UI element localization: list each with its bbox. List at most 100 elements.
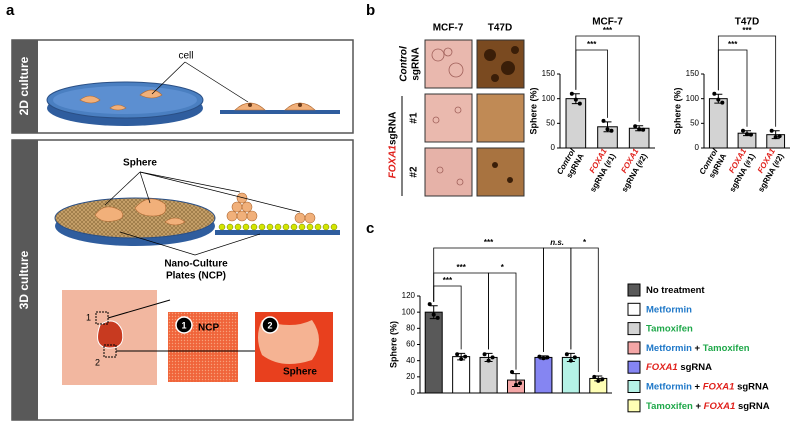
data-point xyxy=(486,358,491,363)
significance-label: * xyxy=(501,263,505,272)
zoom-label: Sphere xyxy=(283,367,317,378)
y-tick-label: 100 xyxy=(402,307,416,316)
legend-swatch xyxy=(627,283,641,297)
legend-label: No treatment xyxy=(646,285,705,296)
legend-text: FOXA1 xyxy=(703,381,735,392)
legend-text: Tamoxifen xyxy=(646,323,693,334)
y-tick-label: 0 xyxy=(411,388,416,397)
row-label: #2 xyxy=(409,166,420,178)
data-point xyxy=(596,378,601,383)
y-tick-label: 100 xyxy=(686,94,700,103)
bar xyxy=(565,98,587,149)
data-point xyxy=(510,369,514,374)
data-point xyxy=(490,355,495,360)
legend-label: Metformin + FOXA1 sgRNA xyxy=(646,381,769,392)
zoom-mark: 2 xyxy=(267,320,272,330)
y-tick-label: 20 xyxy=(406,372,415,381)
data-point xyxy=(537,354,542,359)
data-point xyxy=(427,302,432,307)
bar xyxy=(708,98,728,149)
significance-label: *** xyxy=(728,40,738,49)
significance-bracket xyxy=(488,272,517,370)
data-point xyxy=(573,97,578,102)
data-point xyxy=(605,127,610,132)
data-point xyxy=(741,128,745,133)
bar xyxy=(561,356,580,394)
significance-label: *** xyxy=(603,26,613,35)
significance-label: n.s. xyxy=(550,238,564,247)
data-point xyxy=(600,377,605,382)
significance-label: *** xyxy=(443,276,453,285)
data-point xyxy=(633,124,638,129)
legend-swatch xyxy=(627,341,641,355)
chart-title: T47D xyxy=(735,17,759,28)
micrograph-grid xyxy=(424,39,525,197)
data-point xyxy=(592,374,597,379)
y-tick-label: 60 xyxy=(406,340,415,349)
y-axis-label: Sphere (%) xyxy=(672,87,682,134)
micrographs xyxy=(62,290,333,385)
y-tick-label: 0 xyxy=(551,143,556,152)
data-point xyxy=(455,352,460,357)
legend-text: + xyxy=(693,400,704,411)
chart-title: MCF-7 xyxy=(592,17,623,28)
y-tick-label: 150 xyxy=(542,69,556,78)
data-point xyxy=(637,127,642,132)
side-bar xyxy=(12,40,38,133)
legend-label: Tamoxifen + FOXA1 sgRNA xyxy=(646,400,770,411)
data-point xyxy=(745,132,749,137)
legend-text: FOXA1 xyxy=(646,362,678,373)
legend-text: Metformin xyxy=(646,381,692,392)
significance-bracket xyxy=(575,35,640,122)
column-label: T47D xyxy=(488,23,512,34)
data-point xyxy=(572,355,577,360)
row-label: sgRNA xyxy=(411,47,422,80)
data-point xyxy=(459,357,464,362)
y-tick-label: 100 xyxy=(542,94,556,103)
legend-text: Tamoxifen xyxy=(703,342,750,353)
ncp-label: Plates (NCP) xyxy=(166,271,226,282)
column-label: MCF-7 xyxy=(433,23,464,34)
legend-text: + xyxy=(692,381,703,392)
legend-text: FOXA1 xyxy=(704,400,736,411)
sphere-label: Sphere xyxy=(123,158,157,169)
bar xyxy=(534,356,553,394)
ncp-label: Nano-Culture xyxy=(164,259,228,270)
y-axis-label: Sphere (%) xyxy=(528,87,538,134)
data-point xyxy=(564,352,569,357)
data-point xyxy=(435,315,440,320)
significance-label: *** xyxy=(587,40,597,49)
bar xyxy=(452,356,471,394)
row-label: #1 xyxy=(409,112,420,124)
panel-label: a xyxy=(6,2,15,19)
legend-swatch xyxy=(627,399,641,413)
data-point xyxy=(720,100,725,105)
legend-text: Tamoxifen xyxy=(646,400,693,411)
y-tick-label: 40 xyxy=(406,356,415,365)
data-point xyxy=(431,312,436,317)
data-point xyxy=(545,355,550,360)
data-point xyxy=(609,128,614,133)
data-point xyxy=(482,352,487,357)
y-tick-label: 80 xyxy=(406,323,415,332)
side-bar xyxy=(12,140,38,420)
y-tick-label: 120 xyxy=(402,291,416,300)
data-point xyxy=(569,91,574,96)
data-point xyxy=(541,356,546,361)
bar xyxy=(424,311,443,394)
data-point xyxy=(577,101,582,106)
data-point xyxy=(712,91,717,96)
significance-bracket xyxy=(570,247,599,373)
culture-2d: 2D culture xyxy=(17,56,31,115)
data-point xyxy=(716,97,721,102)
data-point xyxy=(463,354,468,359)
legend-swatch xyxy=(627,380,641,393)
y-tick-label: 50 xyxy=(690,118,699,127)
data-point xyxy=(514,382,518,387)
legend-text: + xyxy=(692,342,703,353)
legend-text: sgRNA xyxy=(735,400,769,411)
